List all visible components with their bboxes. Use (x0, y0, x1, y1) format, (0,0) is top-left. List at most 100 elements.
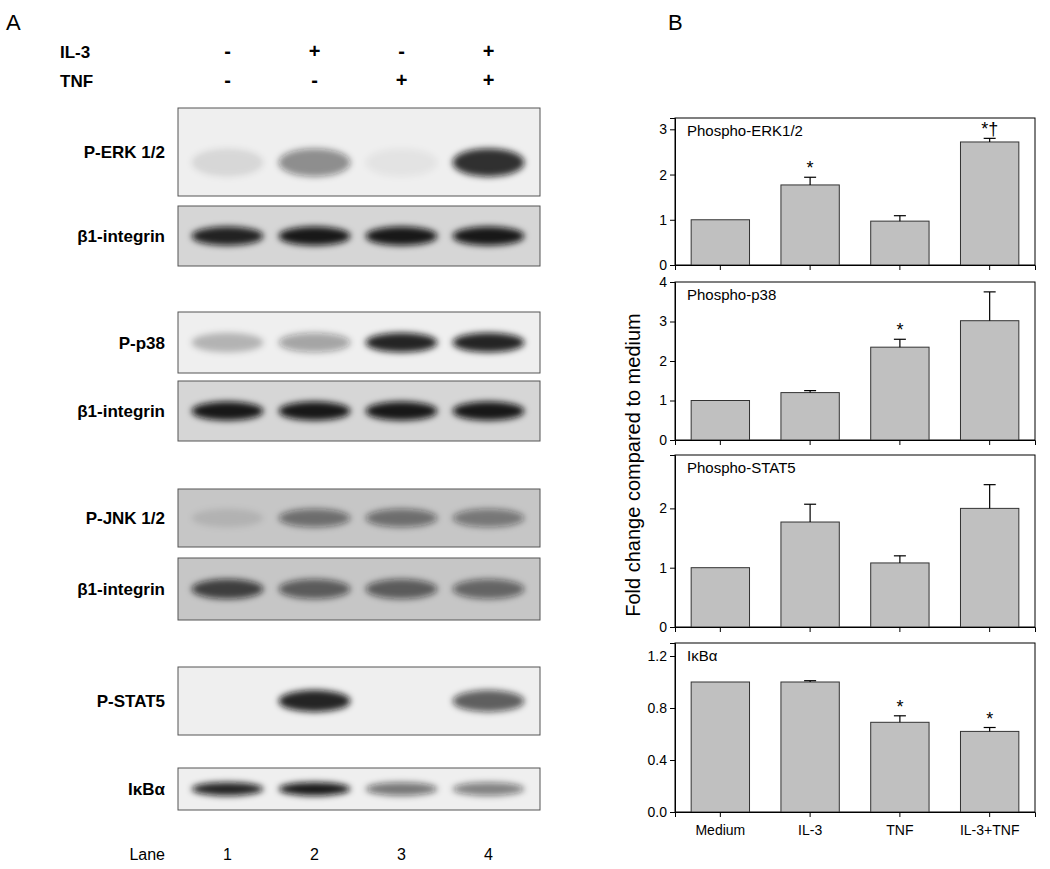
chart-title: Phospho-ERK1/2 (687, 122, 803, 139)
x-tick (989, 627, 990, 632)
blot-band (279, 509, 351, 528)
x-tick-mark (720, 812, 721, 817)
blot-band (192, 148, 264, 176)
significance-mark: * (896, 320, 903, 340)
blot-band (192, 579, 264, 599)
x-tick-mark (989, 265, 990, 270)
blot-bands (192, 333, 525, 353)
y-tick: 1 (659, 392, 675, 408)
blot-panel (178, 381, 540, 441)
bars (691, 292, 1019, 440)
plot-frame (675, 643, 1035, 812)
y-tick-label: 3 (659, 121, 667, 137)
bars (691, 485, 1019, 627)
y-tick-label: 0 (659, 257, 667, 273)
y-tick-mark (670, 175, 675, 176)
x-axis-line (676, 628, 1036, 633)
blot-band (192, 333, 264, 353)
panel-label: B (668, 10, 683, 35)
y-tick-label: 0.4 (648, 752, 668, 768)
panel-a: IL-3-+-+TNF--++P-ERK 1/2β1-integrinP-p38… (60, 40, 540, 863)
x-tick-mark (720, 627, 721, 632)
blot-band (366, 509, 438, 528)
y-axis-title: Fold change compared to medium (622, 313, 644, 617)
x-tick-mark (810, 627, 811, 632)
blot-band (366, 401, 438, 420)
error-bar-stem (989, 292, 990, 321)
y-tick-mark (670, 656, 675, 657)
y-tick-mark (670, 760, 675, 761)
x-axis: MediumIL-3TNFIL-3+TNF (676, 812, 1036, 838)
bar (781, 185, 839, 265)
blot-band (453, 690, 525, 712)
y-tick-label: 0 (659, 432, 667, 448)
significance-mark: * (896, 697, 903, 717)
x-tick-mark (899, 265, 900, 270)
blot-panel (178, 558, 540, 620)
lane-number: 3 (397, 846, 406, 863)
x-axis (676, 627, 1036, 632)
y-axis: 0123 (659, 119, 675, 273)
y-tick: 4 (659, 274, 675, 290)
error-bar-cap (984, 484, 996, 485)
y-tick-mark (670, 508, 675, 509)
y-tick-label: 0.0 (648, 804, 668, 820)
x-tick-mark (720, 265, 721, 270)
chart-title: Phospho-p38 (687, 286, 776, 303)
y-tick-label: 4 (659, 274, 667, 290)
bar (691, 682, 749, 812)
chart-title: Phospho-STAT5 (687, 459, 796, 476)
x-tick-mark (989, 812, 990, 817)
treatment-label: TNF (60, 72, 93, 91)
blot-band (453, 579, 525, 599)
panel-b: Fold change compared to medium0123Phosph… (622, 118, 1036, 838)
blot-bands (192, 690, 525, 712)
blot-band (192, 509, 264, 528)
blot-band (366, 690, 438, 712)
error-bar-stem (810, 177, 811, 185)
bar (781, 522, 839, 627)
treatment-sign: + (483, 40, 495, 62)
bar (691, 401, 749, 441)
blot-band (279, 782, 351, 795)
bar (960, 142, 1018, 265)
y-tick-label: 2 (659, 500, 667, 516)
y-tick-mark (670, 220, 675, 221)
y-axis-line (670, 283, 676, 441)
x-tick (899, 627, 900, 632)
blot-band (366, 333, 438, 353)
error-bar-stem (989, 485, 990, 509)
error-bar-cap (894, 215, 906, 216)
lane-number: 1 (223, 846, 232, 863)
blot-bands (192, 509, 525, 528)
bar-chart: 0.00.40.81.2MediumIL-3TNFIL-3+TNFIκBα** (648, 643, 1036, 838)
panel-label: A (6, 10, 21, 35)
background (0, 0, 1050, 869)
x-tick-label: IL-3+TNF (960, 822, 1020, 838)
y-tick-label: 1.2 (648, 648, 668, 664)
blot-band (453, 148, 525, 176)
blot-label: IκBα (128, 780, 165, 799)
y-tick: 2 (659, 500, 675, 516)
bar (871, 722, 929, 812)
blot-band (279, 579, 351, 599)
bar (960, 321, 1018, 440)
lane-label: Lane (129, 846, 165, 863)
x-tick (989, 265, 990, 270)
blot-band (453, 401, 525, 420)
blot-panel (178, 312, 540, 373)
blot-panel (178, 667, 540, 735)
x-tick-mark (989, 440, 990, 445)
error-bar (804, 504, 816, 522)
error-bar-cap (804, 504, 816, 505)
treatment-sign: - (398, 40, 405, 62)
y-tick: 3 (659, 313, 675, 329)
significance-mark: *† (981, 119, 998, 139)
treatment-sign: + (309, 40, 321, 62)
x-tick: TNF (886, 812, 913, 838)
blot-label: β1-integrin (77, 580, 165, 599)
bar-chart: 01234Phospho-p38* (659, 274, 1035, 448)
blot-bands (192, 579, 525, 599)
x-tick-mark (899, 440, 900, 445)
blot-bands (192, 401, 525, 420)
